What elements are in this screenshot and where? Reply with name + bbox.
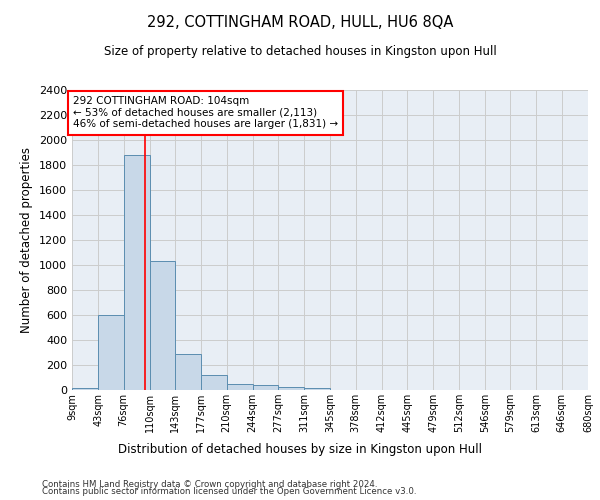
Bar [175, 354, 201, 390]
Bar [124, 155, 149, 390]
Y-axis label: Number of detached properties: Number of detached properties [20, 147, 34, 333]
Text: Contains public sector information licensed under the Open Government Licence v3: Contains public sector information licen… [42, 488, 416, 496]
Bar [72, 388, 98, 390]
Bar [304, 388, 331, 390]
Bar [253, 385, 278, 390]
Text: Size of property relative to detached houses in Kingston upon Hull: Size of property relative to detached ho… [104, 45, 496, 58]
Bar [227, 384, 253, 390]
Text: 292, COTTINGHAM ROAD, HULL, HU6 8QA: 292, COTTINGHAM ROAD, HULL, HU6 8QA [147, 15, 453, 30]
Text: 292 COTTINGHAM ROAD: 104sqm
← 53% of detached houses are smaller (2,113)
46% of : 292 COTTINGHAM ROAD: 104sqm ← 53% of det… [73, 96, 338, 130]
Bar [149, 261, 175, 390]
Text: Contains HM Land Registry data © Crown copyright and database right 2024.: Contains HM Land Registry data © Crown c… [42, 480, 377, 489]
Bar [201, 375, 227, 390]
Text: Distribution of detached houses by size in Kingston upon Hull: Distribution of detached houses by size … [118, 442, 482, 456]
Bar [98, 315, 124, 390]
Bar [278, 386, 304, 390]
